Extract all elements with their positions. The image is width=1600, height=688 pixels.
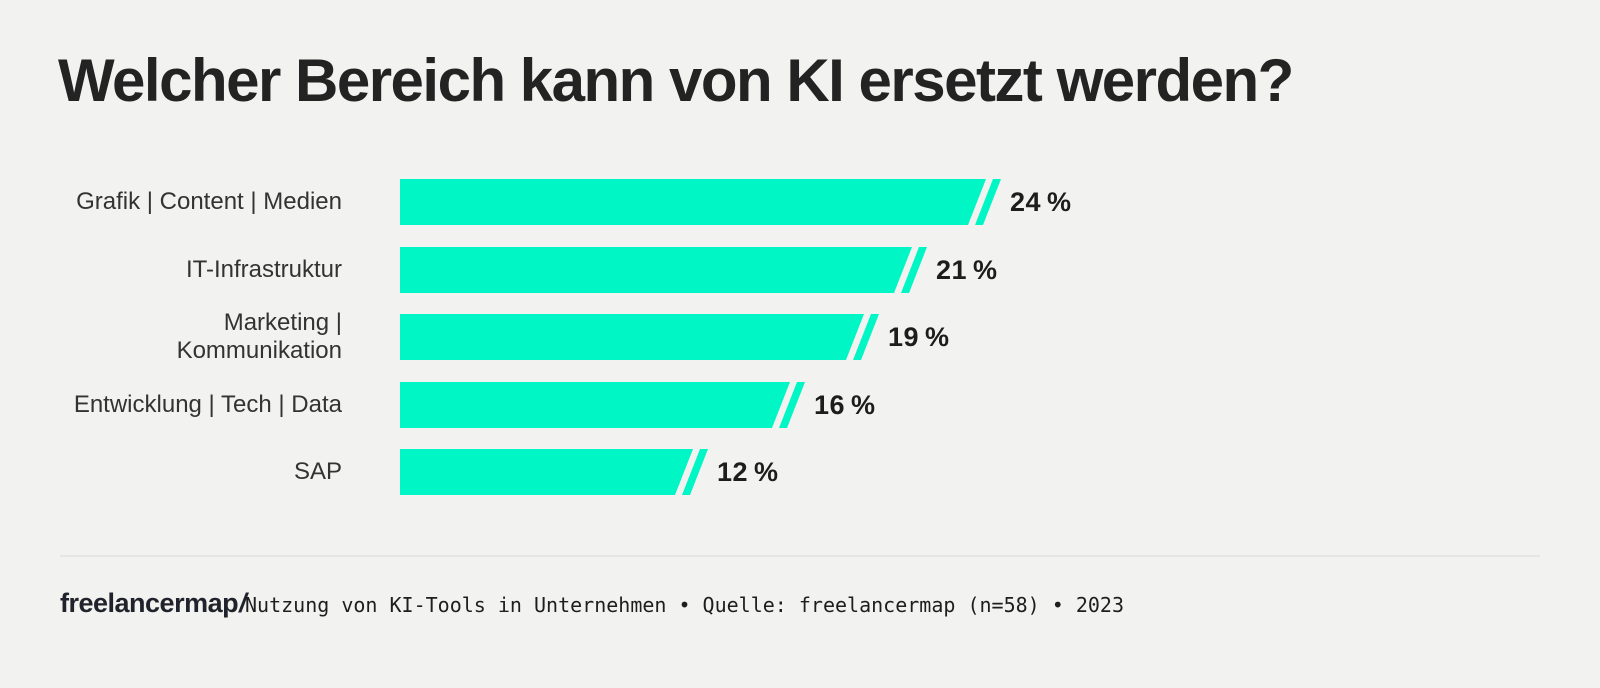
chart-row: Entwicklung | Tech | Data 16 %	[0, 382, 1600, 428]
value-label: 19 %	[888, 321, 950, 352]
chart-row: SAP 12 %	[0, 449, 1600, 495]
bar	[400, 247, 912, 293]
category-label: Grafik | Content | Medien	[76, 188, 342, 215]
value-label: 16 %	[814, 389, 876, 420]
source-caption: Nutzung von KI-Tools in Unternehmen • Qu…	[245, 593, 1124, 617]
bar-chart: Grafik | Content | Medien 24 % IT-Infrastr…	[0, 179, 1600, 495]
chart-row: Grafik | Content | Medien 24 %	[0, 179, 1600, 225]
bar	[400, 449, 693, 495]
category-label: SAP	[293, 458, 342, 485]
category-label: IT-Infrastruktur	[185, 256, 342, 283]
category-label: Entwicklung | Tech | Data	[73, 391, 342, 418]
chart-row: Marketing | Kommunikation 19 %	[0, 309, 1600, 364]
chart-title: Welcher Bereich kann von KI ersetzt werd…	[58, 47, 1294, 114]
chart-row: IT-Infrastruktur 21 %	[0, 247, 1600, 293]
category-label: Marketing | Kommunikation	[176, 309, 342, 364]
bar	[400, 382, 790, 428]
bar	[400, 314, 864, 360]
footer-divider	[60, 555, 1540, 557]
freelancermap-logo: freelancermap/	[60, 588, 247, 619]
value-label: 21 %	[936, 254, 998, 285]
logo-slash-icon: /	[239, 588, 247, 618]
logo-wordmark: freelancermap	[60, 588, 239, 618]
value-label: 24 %	[1010, 186, 1072, 217]
value-label: 12 %	[717, 456, 779, 487]
bar	[400, 179, 986, 225]
